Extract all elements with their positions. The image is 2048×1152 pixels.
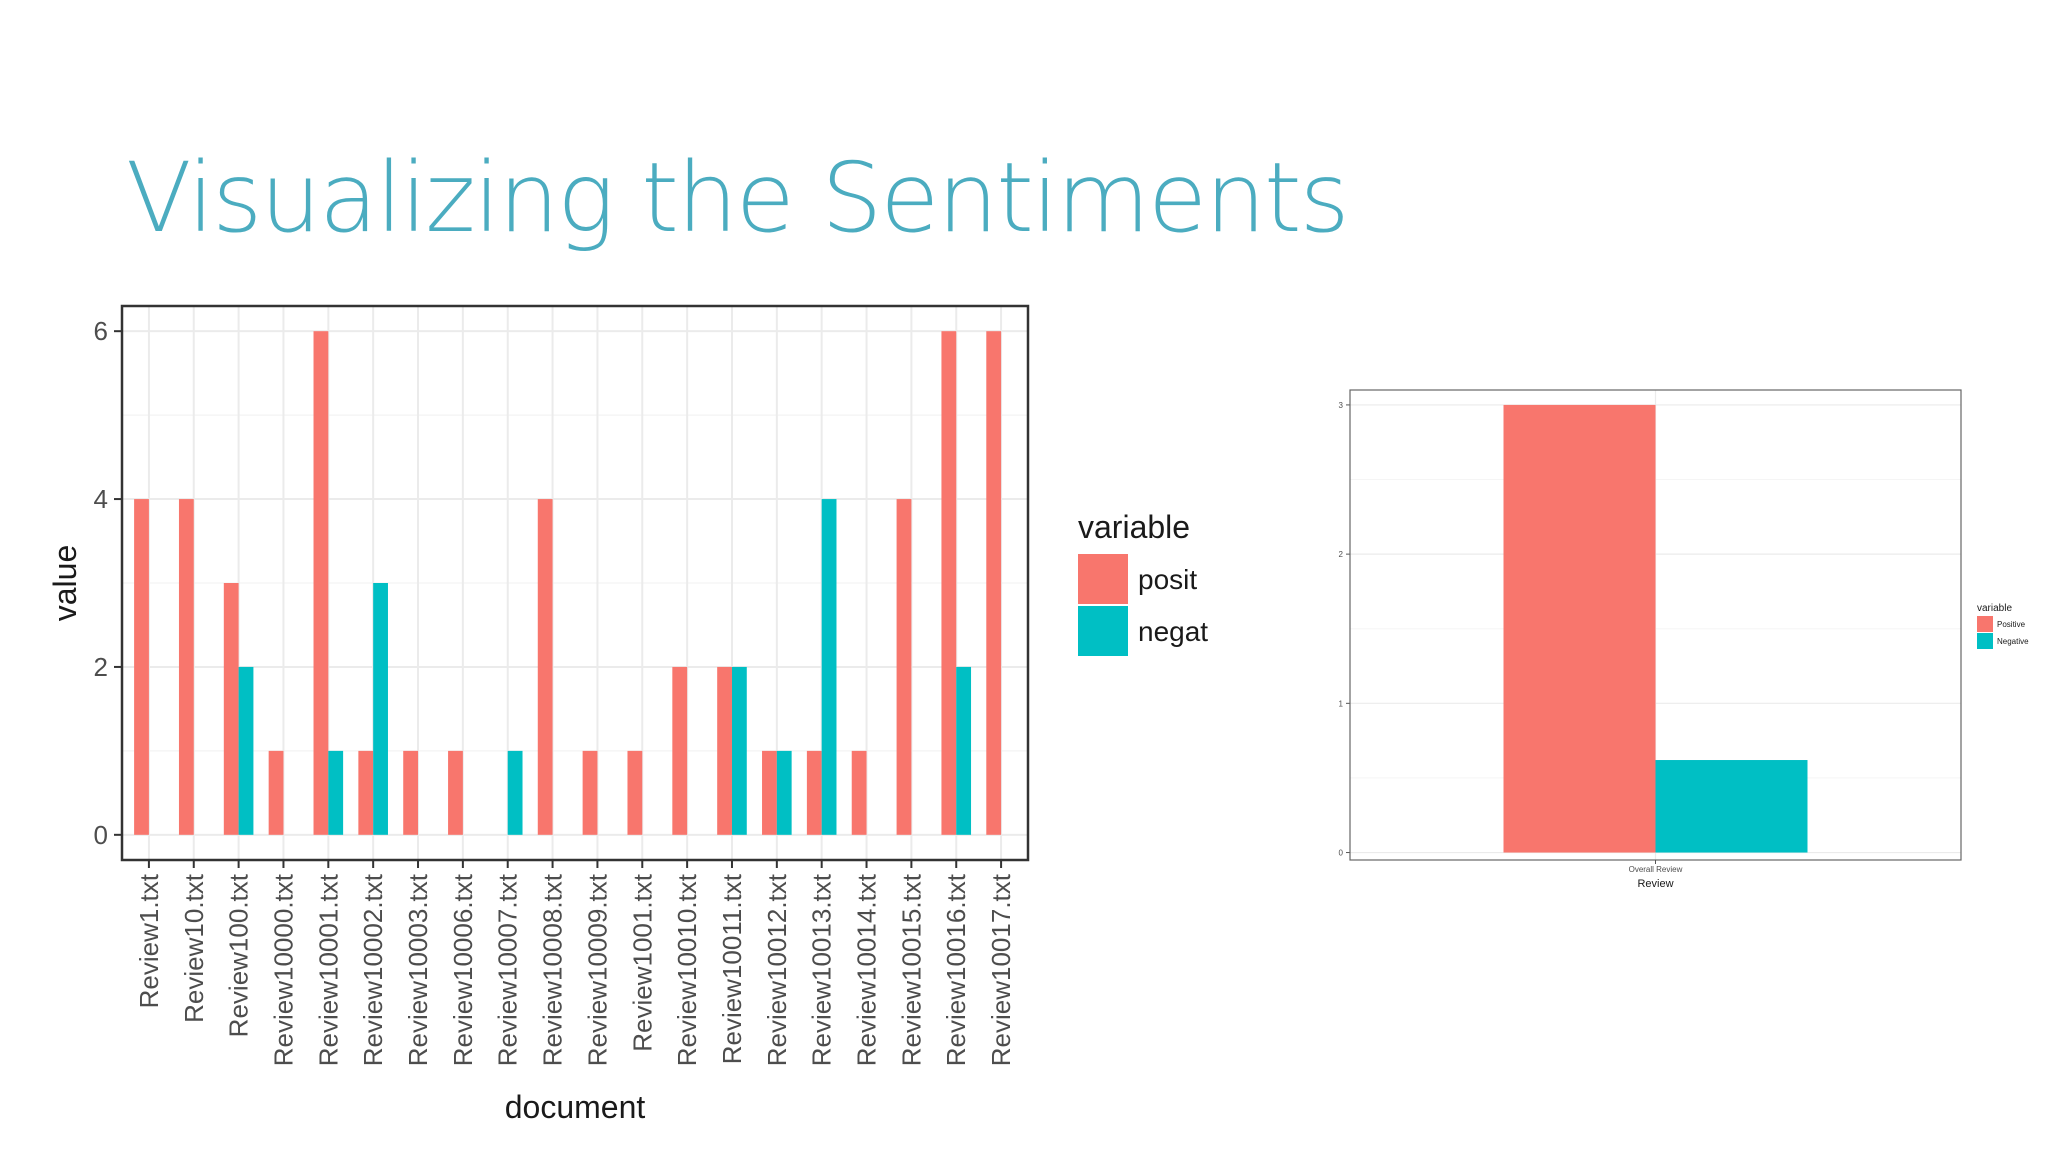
bar-negat — [956, 666, 972, 835]
bar-posit — [448, 750, 463, 835]
bar-posit — [627, 750, 643, 835]
x-tick-label: Review10007.txt — [493, 873, 523, 1066]
x-tick-label: Review1001.txt — [627, 873, 657, 1052]
bar-posit — [986, 331, 1002, 835]
bar-posit — [806, 750, 822, 835]
x-tick-label: Review10017.txt — [986, 873, 1016, 1066]
y-tick-label: 1 — [1339, 699, 1344, 708]
x-axis-title: Review — [1637, 878, 1673, 890]
x-tick-label: Review10.txt — [179, 873, 209, 1023]
legend-label-posit: posit — [1138, 564, 1197, 595]
bar-posit — [851, 750, 867, 835]
bar-posit — [717, 666, 732, 835]
slide-title: Visualizing the Sentiments — [126, 142, 1350, 254]
x-tick-label: Review100.txt — [224, 873, 254, 1037]
x-tick-label: Review10015.txt — [896, 873, 926, 1066]
bar-posit — [313, 331, 329, 835]
bar-posit — [223, 583, 239, 835]
bar-negat — [238, 666, 254, 835]
x-tick-label: Review1.txt — [134, 873, 164, 1008]
bar-posit — [178, 499, 194, 835]
x-tick-label: Review10006.txt — [448, 873, 478, 1066]
bar-posit — [672, 666, 688, 835]
x-tick-label: Review10001.txt — [313, 873, 343, 1066]
bar-posit — [537, 499, 553, 835]
bar-negat — [507, 750, 523, 835]
x-tick-label: Review10013.txt — [807, 873, 837, 1066]
legend-title: variable — [1078, 509, 1190, 545]
bar-posit — [403, 750, 419, 835]
x-tick-label: Review10016.txt — [941, 873, 971, 1066]
legend-swatch-posit — [1078, 554, 1128, 604]
plot-border — [120, 304, 1030, 862]
bar-negat — [731, 666, 747, 835]
x-axis-title: document — [505, 1089, 646, 1125]
x-tick-label: Review10003.txt — [403, 873, 433, 1066]
bar-posit — [896, 499, 912, 835]
bar-posit — [941, 331, 957, 835]
legend-label-positive: Positive — [1997, 620, 2026, 629]
y-tick-label: 3 — [1339, 401, 1344, 410]
bar-negat — [373, 583, 388, 835]
legend-swatch-negative — [1977, 633, 1993, 649]
x-tick-label: Review10012.txt — [762, 873, 792, 1066]
bar-negat — [776, 750, 792, 835]
y-tick-label: 2 — [94, 652, 108, 682]
x-tick-label: Review10002.txt — [358, 873, 388, 1066]
x-tick-label: Review10008.txt — [538, 873, 568, 1066]
bar-posit — [582, 750, 598, 835]
y-tick-label: 4 — [94, 484, 108, 514]
legend-label-negat: negat — [1138, 616, 1208, 647]
y-tick-label: 0 — [94, 820, 108, 850]
legend-swatch-positive — [1977, 616, 1993, 632]
x-tick-label: Review10000.txt — [268, 873, 298, 1066]
bar-negat — [328, 750, 344, 835]
bar-positive — [1503, 404, 1656, 853]
x-tick-label: Review10010.txt — [672, 873, 702, 1066]
x-tick-label: Review10009.txt — [582, 873, 612, 1066]
x-tick-label: Overall Review — [1629, 865, 1683, 874]
legend-label-negative: Negative — [1997, 637, 2029, 646]
bar-negat — [821, 499, 837, 835]
bar-negative — [1655, 760, 1808, 853]
y-tick-label: 6 — [94, 316, 108, 346]
y-tick-label: 2 — [1339, 550, 1344, 559]
legend-swatch-negat — [1078, 606, 1128, 656]
x-tick-label: Review10011.txt — [717, 873, 747, 1064]
x-tick-label: Review10014.txt — [852, 873, 882, 1066]
legend-title: variable — [1977, 603, 2012, 614]
bar-posit — [762, 750, 777, 835]
bar-posit — [358, 750, 374, 835]
bar-posit — [134, 499, 149, 835]
y-axis-title: value — [47, 545, 83, 622]
y-tick-label: 0 — [1339, 849, 1344, 858]
bar-posit — [268, 750, 284, 835]
